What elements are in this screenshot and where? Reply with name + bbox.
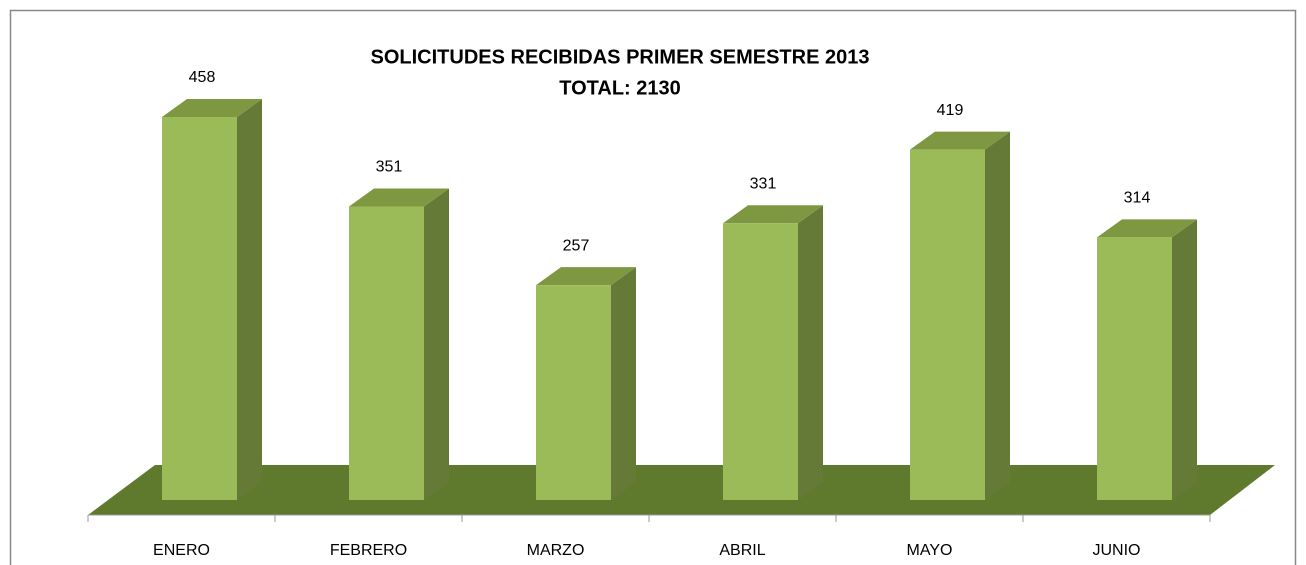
bar-top [349,188,449,207]
x-tick-label: MARZO [527,542,585,559]
x-tick-label: FEBRERO [330,542,407,559]
bar [349,188,449,501]
chart-title: SOLICITUDES RECIBIDAS PRIMER SEMESTRE 20… [371,46,870,68]
bar-side [798,205,823,500]
bar [1097,219,1197,500]
bar-top [162,99,262,117]
bar-top [1097,219,1197,238]
bar-top [536,267,636,286]
data-label: 331 [750,175,777,192]
bar-side [424,188,449,501]
x-tick-label: ENERO [153,542,210,559]
data-label: 314 [1124,190,1151,207]
bar [910,131,1010,501]
bar-top [910,131,1010,150]
bar-side [1172,219,1197,500]
bar-top [723,205,823,224]
bar-front [162,117,237,500]
data-label: 458 [189,69,216,86]
bar-front [910,149,985,501]
bar [723,205,823,500]
chart-subtitle: TOTAL: 2130 [559,77,681,99]
data-label: 257 [563,237,590,254]
bar-front [1097,237,1172,500]
bar-side [985,131,1010,501]
bar [536,267,636,500]
data-label: 419 [937,102,964,119]
x-tick-label: ABRIL [719,542,765,559]
bar [162,99,262,500]
bar-front [536,285,611,500]
chart-frame [9,9,1297,565]
bar-front [723,223,798,500]
bar-side [237,99,262,500]
x-tick-label: JUNIO [1093,542,1141,559]
floor [88,465,1275,515]
bar-front [349,206,424,501]
x-tick-label: MAYO [907,542,953,559]
bar-side [611,267,636,500]
data-label: 351 [376,159,403,176]
